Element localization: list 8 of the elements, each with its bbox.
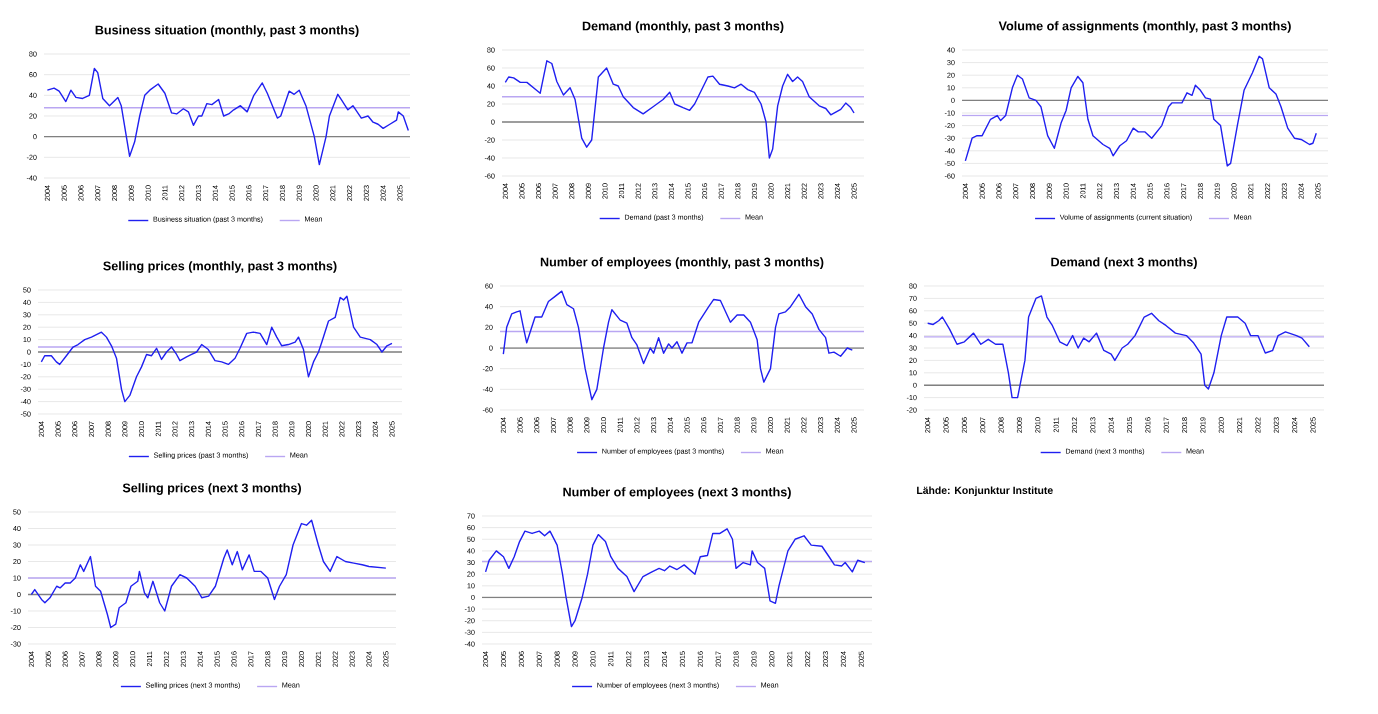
line-series <box>504 60 855 159</box>
line-series <box>46 67 410 166</box>
line-series <box>926 295 1311 399</box>
line-series <box>964 55 1317 167</box>
line-series <box>484 528 866 628</box>
line-series <box>30 519 387 629</box>
line-series <box>502 290 854 401</box>
line-series <box>40 295 393 403</box>
